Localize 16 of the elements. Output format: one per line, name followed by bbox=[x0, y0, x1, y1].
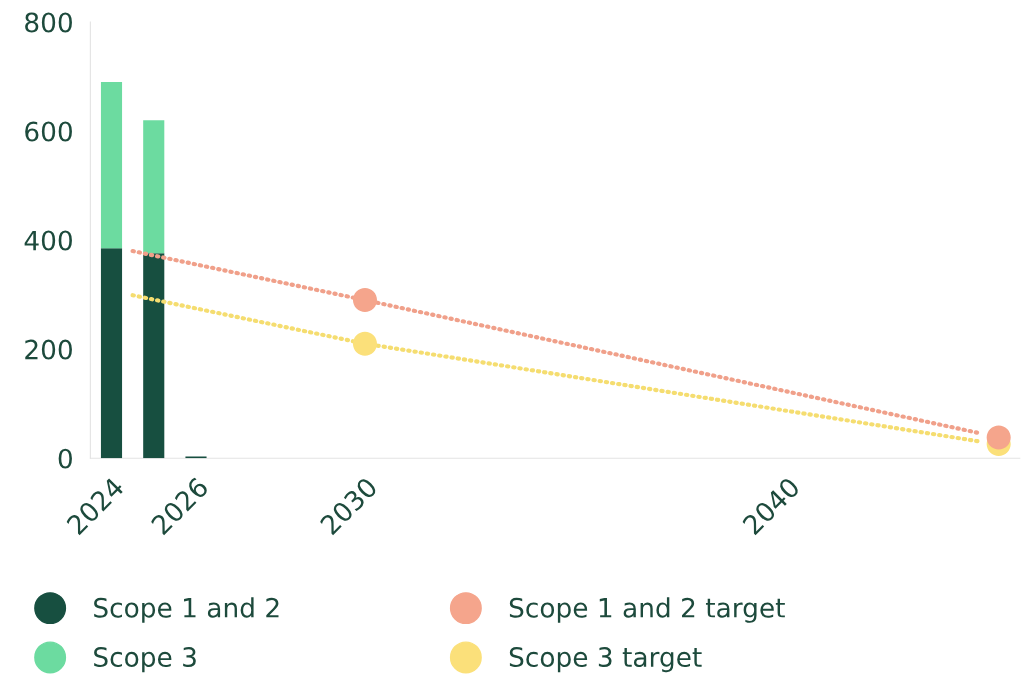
bar bbox=[100, 82, 123, 249]
legend-label: Scope 3 target bbox=[509, 647, 702, 673]
y-tick-label: 0 bbox=[58, 448, 72, 469]
point bbox=[986, 425, 1011, 450]
legend-label: Scope 1 and 2 target bbox=[509, 597, 785, 623]
legend-label: Scope 3 bbox=[94, 647, 196, 673]
bar bbox=[143, 120, 165, 254]
bar bbox=[100, 248, 123, 459]
legend-label: Scope 1 and 2 bbox=[94, 597, 279, 623]
point bbox=[352, 288, 378, 313]
y-tick-label: 600 bbox=[25, 121, 72, 142]
y-tick-label: 200 bbox=[25, 339, 72, 360]
bar bbox=[143, 253, 165, 459]
point bbox=[352, 331, 378, 356]
y-tick-label: 800 bbox=[25, 12, 72, 33]
y-tick-label: 400 bbox=[24, 230, 72, 251]
